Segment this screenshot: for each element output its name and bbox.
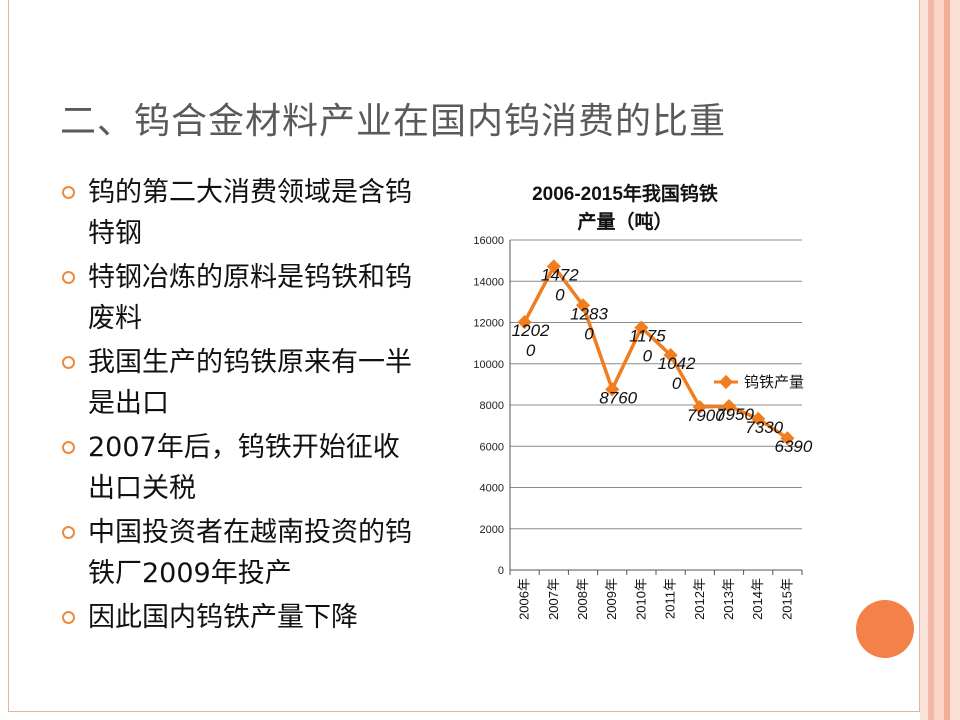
bullet-marker-icon bbox=[62, 271, 75, 284]
series-line bbox=[523, 264, 789, 440]
decor-circle bbox=[856, 600, 914, 658]
data-label: 6390 bbox=[774, 437, 812, 456]
decor-stripe bbox=[934, 0, 944, 720]
data-label: 7950 bbox=[716, 405, 754, 424]
data-point bbox=[692, 399, 707, 415]
bullet-text: 中国投资者在越南投资的钨铁厂2009年投产 bbox=[88, 517, 412, 589]
chart-title: 产量（吨） bbox=[577, 210, 672, 233]
bullet-list: 钨的第二大消费领域是含钨特钢 特钢冶炼的原料是钨铁和钨废料 我国生产的钨铁原来有… bbox=[60, 172, 420, 641]
bullet-text: 钨的第二大消费领域是含钨特钢 bbox=[88, 177, 412, 249]
bullet-item: 中国投资者在越南投资的钨铁厂2009年投产 bbox=[60, 512, 420, 594]
data-label: 1202 0 bbox=[512, 321, 550, 360]
y-tick-label: 14000 bbox=[473, 276, 504, 288]
x-tick-label: 2013年 bbox=[721, 578, 736, 620]
data-point bbox=[605, 382, 620, 397]
legend-marker bbox=[718, 374, 734, 390]
data-label: 1042 0 bbox=[658, 354, 696, 393]
decor-stripe bbox=[950, 0, 960, 720]
x-tick-label: 2007年 bbox=[546, 578, 561, 620]
x-tick-label: 2012年 bbox=[692, 578, 707, 620]
data-point bbox=[751, 411, 766, 426]
x-tick-label: 2014年 bbox=[750, 578, 765, 620]
y-tick-label: 4000 bbox=[480, 483, 504, 495]
legend-label: 钨铁产量 bbox=[744, 374, 804, 391]
x-tick-label: 2009年 bbox=[604, 578, 619, 620]
x-tick-label: 2006年 bbox=[517, 578, 532, 620]
x-tick-label: 2011年 bbox=[663, 578, 678, 619]
data-point bbox=[780, 431, 795, 446]
decor-stripe bbox=[944, 0, 950, 720]
data-label: 7900 bbox=[687, 406, 725, 425]
y-tick-label: 6000 bbox=[480, 441, 504, 453]
y-tick-label: 2000 bbox=[480, 524, 504, 536]
decor-stripe bbox=[920, 0, 928, 720]
slide-frame bbox=[8, 0, 920, 712]
bullet-item: 钨的第二大消费领域是含钨特钢 bbox=[60, 172, 420, 254]
chart-title: 2006-2015年我国钨铁 bbox=[532, 182, 718, 205]
data-point bbox=[721, 398, 737, 414]
data-label: 1175 0 bbox=[629, 327, 666, 366]
bullet-text: 2007年后，钨铁开始征收出口关税 bbox=[88, 432, 400, 504]
bullet-item: 特钢冶炼的原料是钨铁和钨废料 bbox=[60, 257, 420, 339]
bullet-marker-icon bbox=[62, 441, 75, 454]
bullet-marker-icon bbox=[62, 526, 75, 539]
y-tick-label: 12000 bbox=[473, 318, 504, 330]
bullet-item: 2007年后，钨铁开始征收出口关税 bbox=[60, 427, 420, 509]
x-tick-label: 2015年 bbox=[779, 578, 794, 620]
slide-title: 二、钨合金材料产业在国内钨消费的比重 bbox=[60, 101, 727, 142]
data-point bbox=[634, 320, 649, 335]
y-tick-label: 0 bbox=[498, 565, 504, 577]
bullet-text: 因此国内钨铁产量下降 bbox=[88, 602, 358, 633]
x-tick-label: 2010年 bbox=[633, 578, 648, 620]
bullet-item: 我国生产的钨铁原来有一半是出口 bbox=[60, 342, 420, 424]
data-label: 7330 bbox=[745, 418, 783, 437]
y-tick-label: 10000 bbox=[473, 359, 504, 371]
bullet-marker-icon bbox=[62, 611, 75, 624]
bullet-item: 因此国内钨铁产量下降 bbox=[60, 597, 420, 638]
decor-stripe bbox=[928, 0, 934, 720]
bullet-marker-icon bbox=[62, 356, 75, 369]
bullet-text: 我国生产的钨铁原来有一半是出口 bbox=[88, 347, 412, 419]
bullet-text: 特钢冶炼的原料是钨铁和钨废料 bbox=[88, 262, 412, 334]
data-point bbox=[575, 298, 591, 313]
bullet-marker-icon bbox=[62, 186, 75, 199]
y-tick-label: 16000 bbox=[473, 235, 504, 247]
y-tick-label: 8000 bbox=[480, 400, 504, 412]
data-label: 8760 bbox=[599, 388, 637, 407]
data-label: 1283 0 bbox=[570, 304, 608, 343]
data-point bbox=[663, 348, 678, 363]
x-tick-label: 2008年 bbox=[575, 578, 590, 620]
data-label: 1472 0 bbox=[541, 265, 579, 304]
